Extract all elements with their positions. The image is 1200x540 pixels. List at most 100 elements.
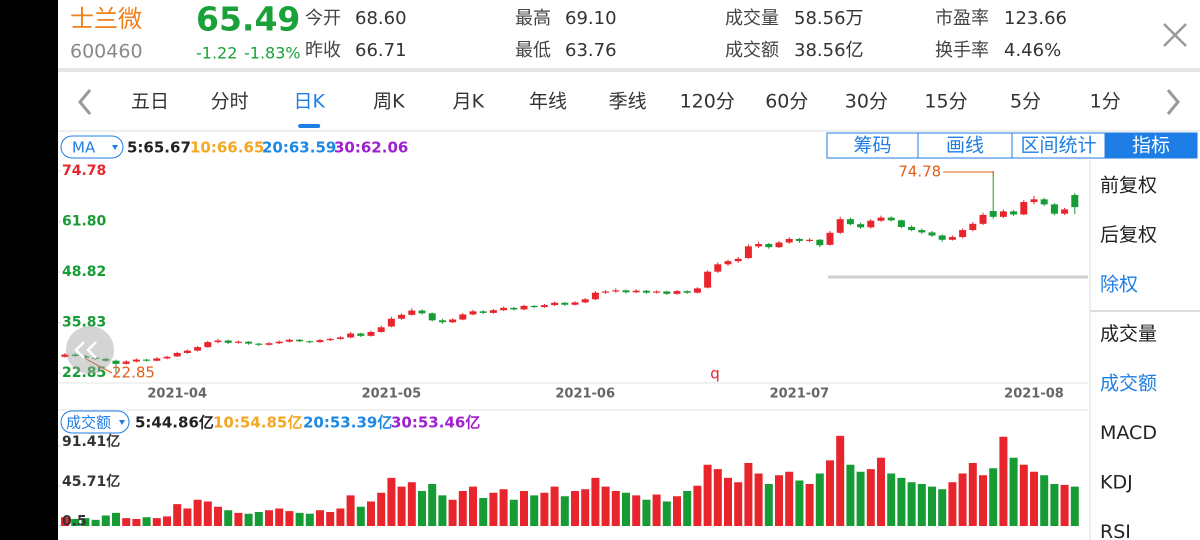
candle-body (775, 242, 783, 248)
candle-body (571, 302, 579, 305)
side-menu-item[interactable]: MACD (1100, 422, 1157, 444)
tab[interactable]: 60分 (765, 91, 808, 113)
candle-body (551, 302, 559, 306)
candle-body (265, 343, 273, 345)
ma-value: 20:63.59 (262, 139, 336, 157)
tabs-prev[interactable] (78, 89, 92, 115)
tab[interactable]: 30分 (845, 91, 888, 113)
stat-label: 最低 (515, 40, 551, 61)
volume-bar (1009, 457, 1018, 526)
candle-body (653, 291, 661, 293)
tab[interactable]: 日K (293, 91, 325, 113)
volume-bar (61, 517, 69, 526)
tab[interactable]: 1分 (1090, 91, 1121, 113)
tab[interactable]: 年线 (529, 91, 567, 113)
candle-body (683, 291, 691, 293)
tab[interactable]: 周K (373, 91, 405, 113)
x-tick-label: 2021-05 (362, 387, 422, 402)
close-button[interactable] (1163, 23, 1187, 47)
volume-ma-value: 10:54.85亿 (213, 414, 302, 432)
candle-body (938, 235, 946, 240)
volume-bar (968, 462, 977, 526)
volume-bar (214, 506, 222, 526)
candle-body (214, 340, 222, 343)
y-tick-label: 0.5 (62, 514, 87, 530)
tab[interactable]: 分时 (211, 91, 249, 113)
candle-body (122, 361, 130, 364)
candle-body (816, 239, 824, 246)
volume-bar (540, 492, 549, 526)
ma-button[interactable] (60, 135, 124, 159)
candle-body (673, 291, 681, 294)
stat-label: 成交量 (725, 8, 779, 29)
volume-bar (1060, 484, 1069, 526)
tab[interactable]: 5分 (1010, 91, 1041, 113)
candle-body (316, 340, 324, 343)
side-menu-item[interactable]: KDJ (1100, 472, 1133, 494)
volume-bar (917, 483, 926, 526)
volume-button[interactable] (60, 410, 130, 434)
volume-bar (1030, 471, 1038, 526)
volume-bar (224, 510, 233, 526)
side-menu (1090, 160, 1200, 540)
stat-value: 69.10 (565, 8, 617, 29)
candle-body (948, 237, 956, 240)
tab[interactable]: 月K (453, 91, 485, 113)
stock-code: 600460 (70, 41, 143, 63)
tab[interactable]: 季线 (609, 91, 647, 113)
volume-bar (601, 486, 610, 526)
volume-bar (764, 483, 773, 526)
volume-bar (662, 501, 671, 526)
volume-dropdown-icon (119, 420, 125, 425)
volume-bar (1050, 483, 1059, 526)
candle-body (693, 288, 701, 293)
volume-bar (683, 490, 692, 526)
side-menu-item[interactable]: 除权 (1100, 274, 1138, 296)
volume-bar (673, 496, 681, 526)
side-menu-item[interactable]: 后复权 (1100, 224, 1157, 246)
y-tick-label: 91.41亿 (62, 433, 120, 450)
tab[interactable]: 120分 (680, 91, 735, 113)
candle-body (1071, 195, 1079, 208)
side-menu-item[interactable]: RSI (1100, 521, 1131, 540)
side-menu-item[interactable]: 成交量 (1100, 323, 1157, 345)
tool-button[interactable] (1011, 132, 1106, 159)
tool-button[interactable] (826, 132, 919, 159)
candle-body (428, 313, 436, 321)
tool-button[interactable] (917, 132, 1013, 159)
candle-body (744, 246, 752, 259)
candle-body (347, 333, 355, 338)
candle-body (602, 291, 610, 293)
candle-body (81, 356, 89, 358)
volume-bar (581, 489, 590, 526)
candle-body (591, 292, 599, 300)
y-tick-label: 45.71亿 (62, 473, 120, 490)
side-menu-item[interactable]: 成交额 (1100, 373, 1157, 395)
volume-bar (632, 495, 641, 526)
candle-body (489, 310, 497, 313)
stat-value: 4.46% (1004, 40, 1061, 61)
tab[interactable]: 15分 (924, 91, 967, 113)
candle-body (795, 238, 803, 241)
candle-body (336, 337, 344, 339)
tool-button[interactable] (1104, 132, 1198, 159)
candle-body (183, 350, 191, 353)
volume-bar (785, 471, 794, 526)
candle-body (459, 314, 467, 320)
volume-bar (326, 511, 335, 526)
stock-name: 士兰微 (70, 5, 142, 33)
chart-layer: 今开 68.60 昨收 66.71 最高 69.10 最低 63.76 成交量 58.56万成交额… (58, 8, 1198, 540)
tabs-next[interactable] (1166, 89, 1180, 115)
volume-bar (244, 513, 253, 526)
candle-body (61, 354, 69, 357)
float-button[interactable] (66, 326, 114, 374)
candle-body (449, 319, 457, 323)
side-menu-item[interactable]: 前复权 (1100, 175, 1157, 197)
x-tick-label: 2021-04 (147, 387, 207, 402)
y-tick-label: 35.83 (62, 315, 106, 331)
tab[interactable]: 五日 (131, 91, 169, 113)
price-change: -1.22 (196, 44, 237, 63)
candle-body (755, 244, 763, 247)
volume-bar (611, 490, 620, 526)
candle-body (612, 290, 620, 292)
